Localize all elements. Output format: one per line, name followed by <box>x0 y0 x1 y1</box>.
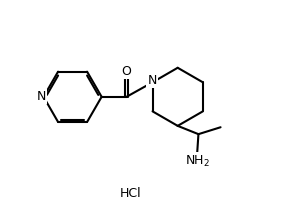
Text: O: O <box>122 65 131 78</box>
Text: NH$_2$: NH$_2$ <box>185 153 210 168</box>
Text: N: N <box>147 74 157 87</box>
Text: HCl: HCl <box>120 187 142 200</box>
Text: N: N <box>37 90 46 103</box>
